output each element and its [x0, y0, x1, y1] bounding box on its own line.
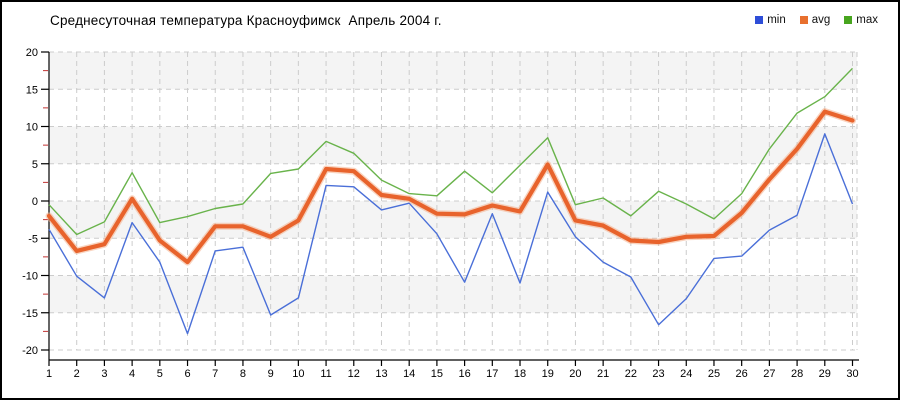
gridlines [48, 51, 858, 351]
series-line-max [48, 67, 854, 236]
x-tick-label: 5 [157, 368, 163, 380]
x-tick-label: 16 [458, 368, 470, 380]
x-tick-label: 25 [708, 368, 720, 380]
plot-band [49, 275, 857, 313]
x-axis: 1 2 3 4 5 6 7 8 9 10 11 12 13 14 15 16 17 18 19 20 21 22 23 24 2… [46, 359, 859, 380]
x-tick-label: 11 [320, 368, 331, 380]
y-tick-label: -20 [22, 345, 38, 357]
y-axis: 20 15 10 5 0 -5 -10 -15 -20 [22, 47, 50, 360]
y-tick-label: 10 [26, 122, 38, 134]
x-tick-label: 20 [569, 368, 581, 380]
x-tick-label: 12 [348, 368, 360, 380]
x-tick-label: 23 [652, 368, 664, 380]
x-tick-label: 4 [129, 368, 135, 380]
legend-swatch-min-icon [755, 16, 764, 24]
x-tick-label: 24 [680, 368, 692, 380]
plot-bands [49, 52, 857, 313]
x-tick-label: 28 [791, 368, 803, 380]
legend-label: max [856, 14, 878, 26]
x-tick-label: 17 [486, 368, 498, 380]
x-tick-label: 3 [101, 368, 107, 380]
x-tick-label: 27 [763, 368, 775, 380]
series-line-avg [46, 109, 855, 265]
x-tick-label: 8 [240, 368, 246, 380]
x-tick-label: 9 [268, 368, 274, 380]
legend-item-min: min [755, 14, 786, 26]
legend: min avg max [755, 14, 878, 26]
x-tick-label: 30 [846, 368, 858, 380]
y-tick-label: 0 [32, 196, 38, 208]
x-tick-label: 6 [184, 368, 190, 380]
plot-band [49, 126, 857, 164]
y-tick-label: -15 [22, 308, 38, 320]
x-tick-label: 2 [74, 368, 80, 380]
x-tick-label: 18 [514, 368, 526, 380]
x-tick-label: 14 [403, 368, 415, 380]
y-tick-label: -5 [28, 233, 38, 245]
legend-swatch-max-icon [844, 16, 853, 24]
legend-item-avg: avg [799, 14, 831, 26]
x-tick-label: 7 [212, 368, 218, 380]
x-tick-label: 21 [597, 368, 609, 380]
x-tick-label: 15 [431, 368, 443, 380]
plot-band [49, 52, 857, 90]
legend-swatch-avg-icon [799, 16, 808, 24]
x-tick-label: 13 [375, 368, 387, 380]
x-tick-label: 26 [736, 368, 748, 380]
x-tick-label: 29 [819, 368, 831, 380]
y-tick-label: 20 [26, 47, 38, 59]
legend-item-max: max [844, 14, 878, 26]
x-tick-label: 19 [542, 368, 554, 380]
y-tick-label: 15 [26, 84, 38, 96]
legend-label: avg [811, 14, 831, 26]
y-tick-label: 5 [32, 159, 38, 171]
legend-label: min [767, 14, 786, 26]
series-line-min [48, 133, 854, 335]
y-tick-label: -10 [22, 271, 38, 283]
x-tick-label: 10 [292, 368, 304, 380]
x-tick-label: 1 [46, 368, 52, 380]
chart-title: Среднесуточная температура Красноуфимск … [50, 13, 442, 28]
x-tick-label: 22 [625, 368, 637, 380]
